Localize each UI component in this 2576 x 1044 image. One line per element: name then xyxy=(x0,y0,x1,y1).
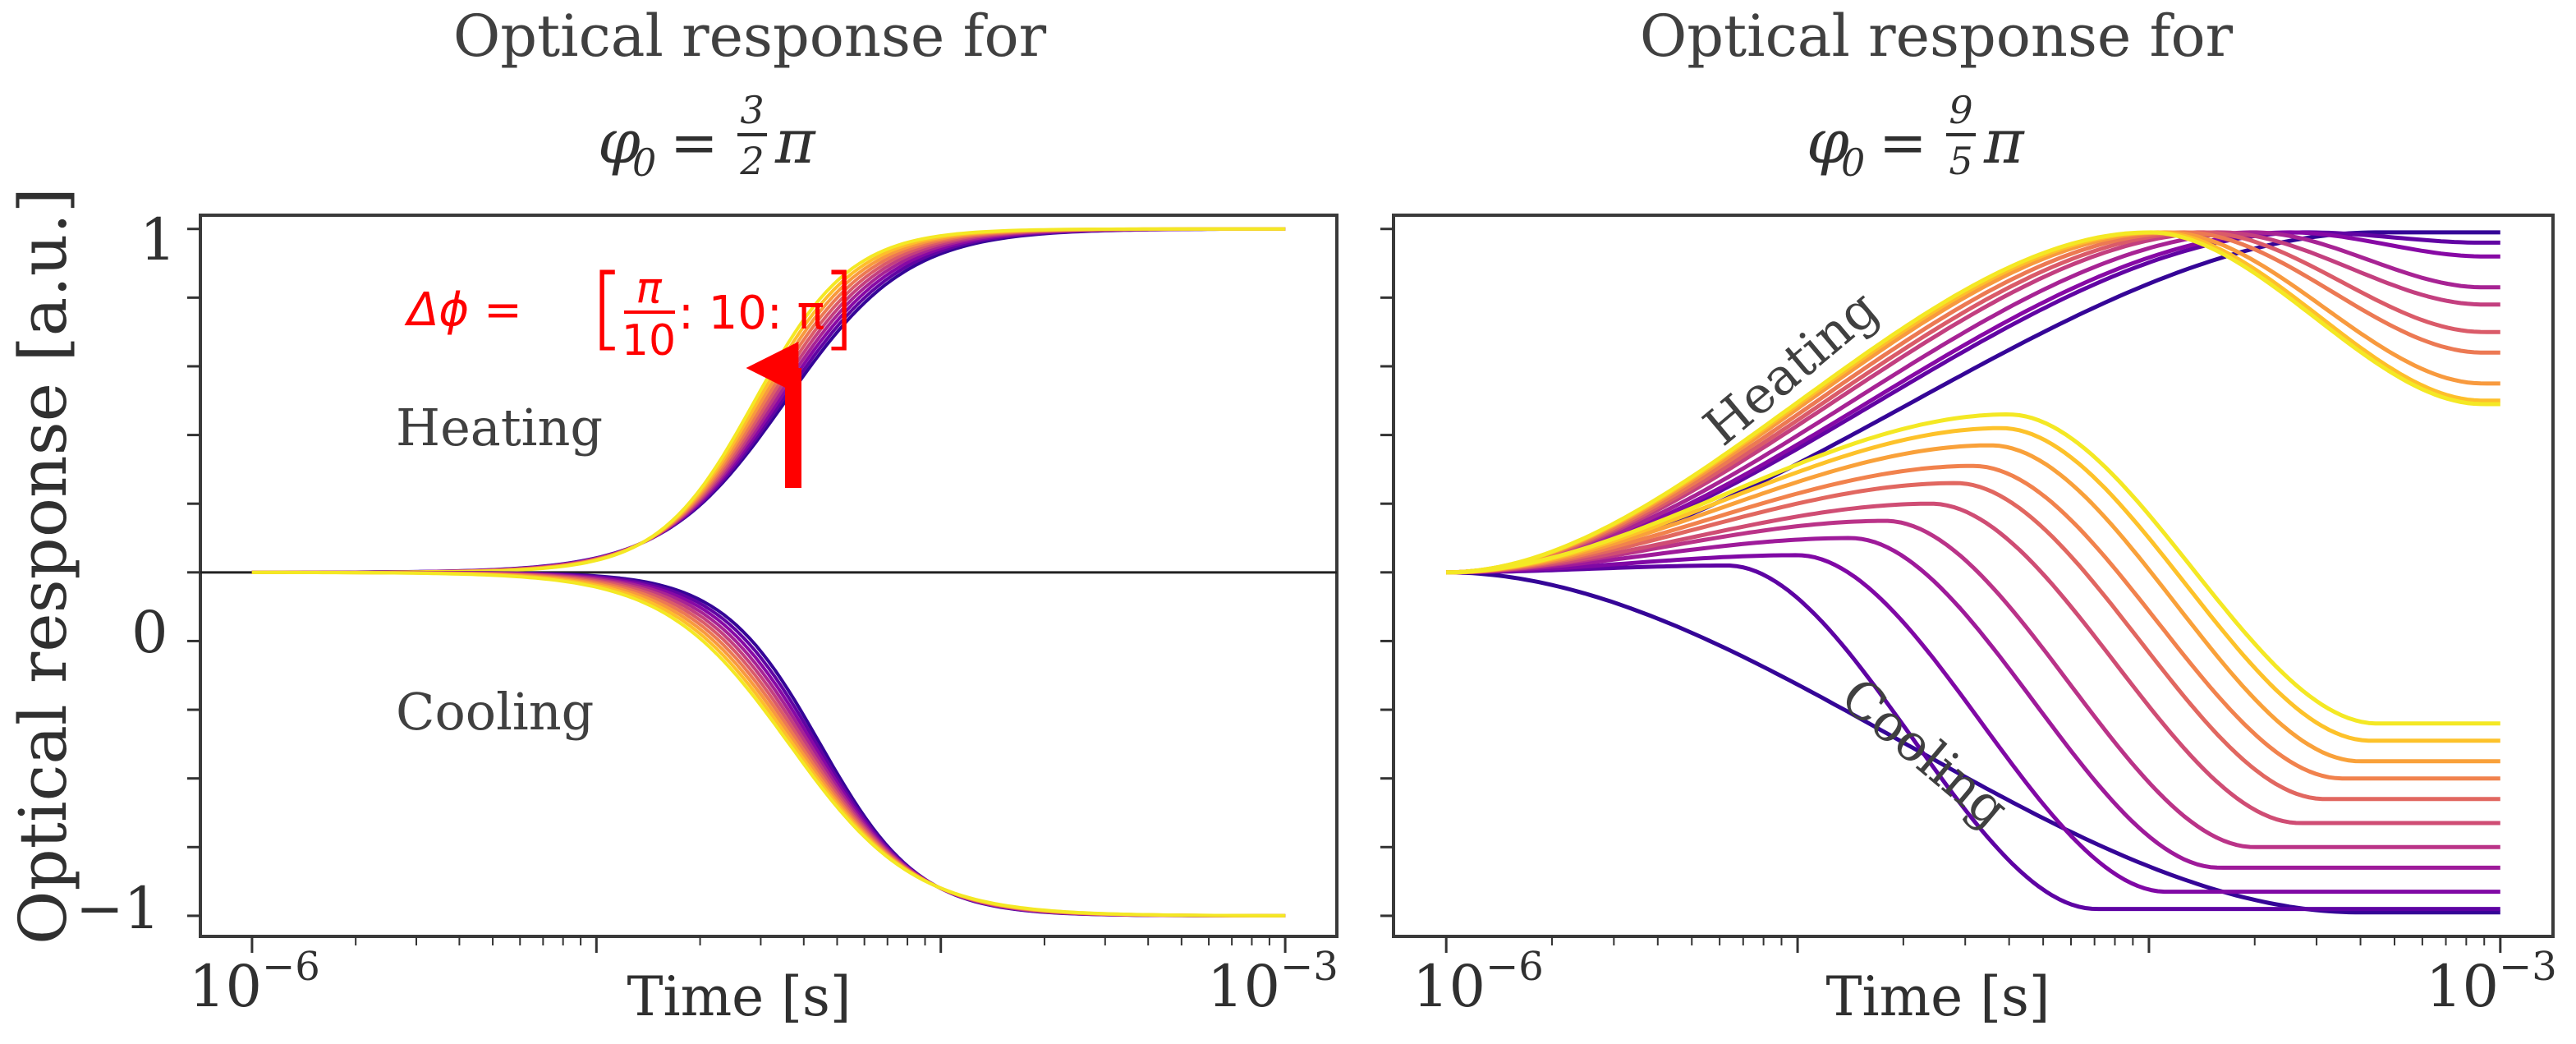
right-cooling-series-11 xyxy=(1446,412,2500,726)
right-cooling-label: Cooling xyxy=(1830,666,2020,839)
right-title-subscript: 0 xyxy=(1841,140,1865,185)
left-title-pi: π xyxy=(774,107,816,177)
right-cooling-series-10 xyxy=(1446,425,2500,743)
y-axis-label: Optical response [a.u.] xyxy=(5,187,81,945)
right-heating-series-10 xyxy=(1446,230,2500,575)
left-title-frac-den: 2 xyxy=(739,139,764,183)
left-title-line1: Optical response for xyxy=(453,2,1047,70)
delta-phi-frac-num: π xyxy=(636,264,662,313)
left-ytick-0: 0 xyxy=(131,599,168,666)
right-x-axis-label: Time [s] xyxy=(1825,965,2050,1028)
left-cooling-label: Cooling xyxy=(396,682,594,742)
right-title-frac-den: 5 xyxy=(1949,139,1972,183)
right-title-line1: Optical response for xyxy=(1640,2,2234,70)
left-title-math: φ 0 = 3 2 π xyxy=(598,88,816,185)
left-cooling-series-4 xyxy=(251,570,1286,918)
left-cooling-series-3 xyxy=(251,570,1286,918)
right-cooling-series-5 xyxy=(1446,518,2500,849)
right-curves xyxy=(1446,230,2500,915)
left-title-equals: = xyxy=(670,109,719,177)
left-cooling-series-7 xyxy=(251,570,1286,918)
left-ytick-1: 1 xyxy=(140,206,177,274)
left-heating-label: Heating xyxy=(396,398,603,458)
delta-phi-frac-den: 10 xyxy=(622,316,676,366)
right-plot-frame xyxy=(1392,214,2555,938)
delta-phi-bracket-close: ] xyxy=(821,255,856,360)
right-axis-ticks xyxy=(1380,228,2502,953)
right-cooling-series-3 xyxy=(1446,553,2500,895)
delta-phi-lhs: Δϕ = xyxy=(404,283,522,337)
right-title-phi: φ xyxy=(1807,107,1849,177)
left-title-phi: φ xyxy=(598,107,641,177)
right-cooling-series-7 xyxy=(1446,481,2500,802)
right-panel: Optical response for φ 0 = 9 5 π 10−6 10… xyxy=(1380,2,2557,1028)
left-cooling-series-10 xyxy=(251,570,1286,918)
right-title-math: φ 0 = 9 5 π xyxy=(1807,88,2025,185)
left-title-frac-num: 3 xyxy=(740,88,764,132)
right-xtick-max: 10−3 xyxy=(2426,944,2557,1020)
right-cooling-series-9 xyxy=(1446,443,2500,764)
left-xtick-max: 10−3 xyxy=(1207,944,1339,1020)
left-cooling-series-8 xyxy=(251,570,1286,918)
left-cooling-series-2 xyxy=(251,570,1286,918)
left-cooling-series-1 xyxy=(251,570,1286,918)
left-ytick-neg1: −1 xyxy=(76,875,160,942)
left-axis-ticks xyxy=(187,228,1287,953)
left-cooling-series-9 xyxy=(251,570,1286,918)
delta-phi-bracket-open: [ xyxy=(590,255,625,360)
right-cooling-series-4 xyxy=(1446,536,2500,870)
right-title-pi: π xyxy=(1983,107,2025,177)
left-x-axis-label: Time [s] xyxy=(627,965,851,1028)
left-plot-frame xyxy=(199,214,1339,938)
left-title-subscript: 0 xyxy=(632,140,656,185)
delta-phi-annotation: Δϕ = [ π 10 : 10: π ] xyxy=(404,255,856,366)
right-cooling-series-8 xyxy=(1446,463,2500,781)
delta-phi-rest: : 10: π xyxy=(678,287,824,340)
right-heating-series-4 xyxy=(1446,230,2500,575)
left-panel: Optical response for φ 0 = 3 2 π Optical… xyxy=(5,2,1339,1028)
left-cooling-series-5 xyxy=(251,570,1286,918)
right-title-frac-num: 9 xyxy=(1949,88,1972,132)
right-cooling-series-2 xyxy=(1446,563,2500,912)
left-xtick-min: 10−6 xyxy=(189,944,320,1020)
right-title-equals: = xyxy=(1879,109,1927,177)
left-cooling-series-6 xyxy=(251,570,1286,918)
right-cooling-series-6 xyxy=(1446,501,2500,826)
right-xtick-min: 10−6 xyxy=(1412,944,1544,1020)
left-curves xyxy=(251,227,1286,918)
